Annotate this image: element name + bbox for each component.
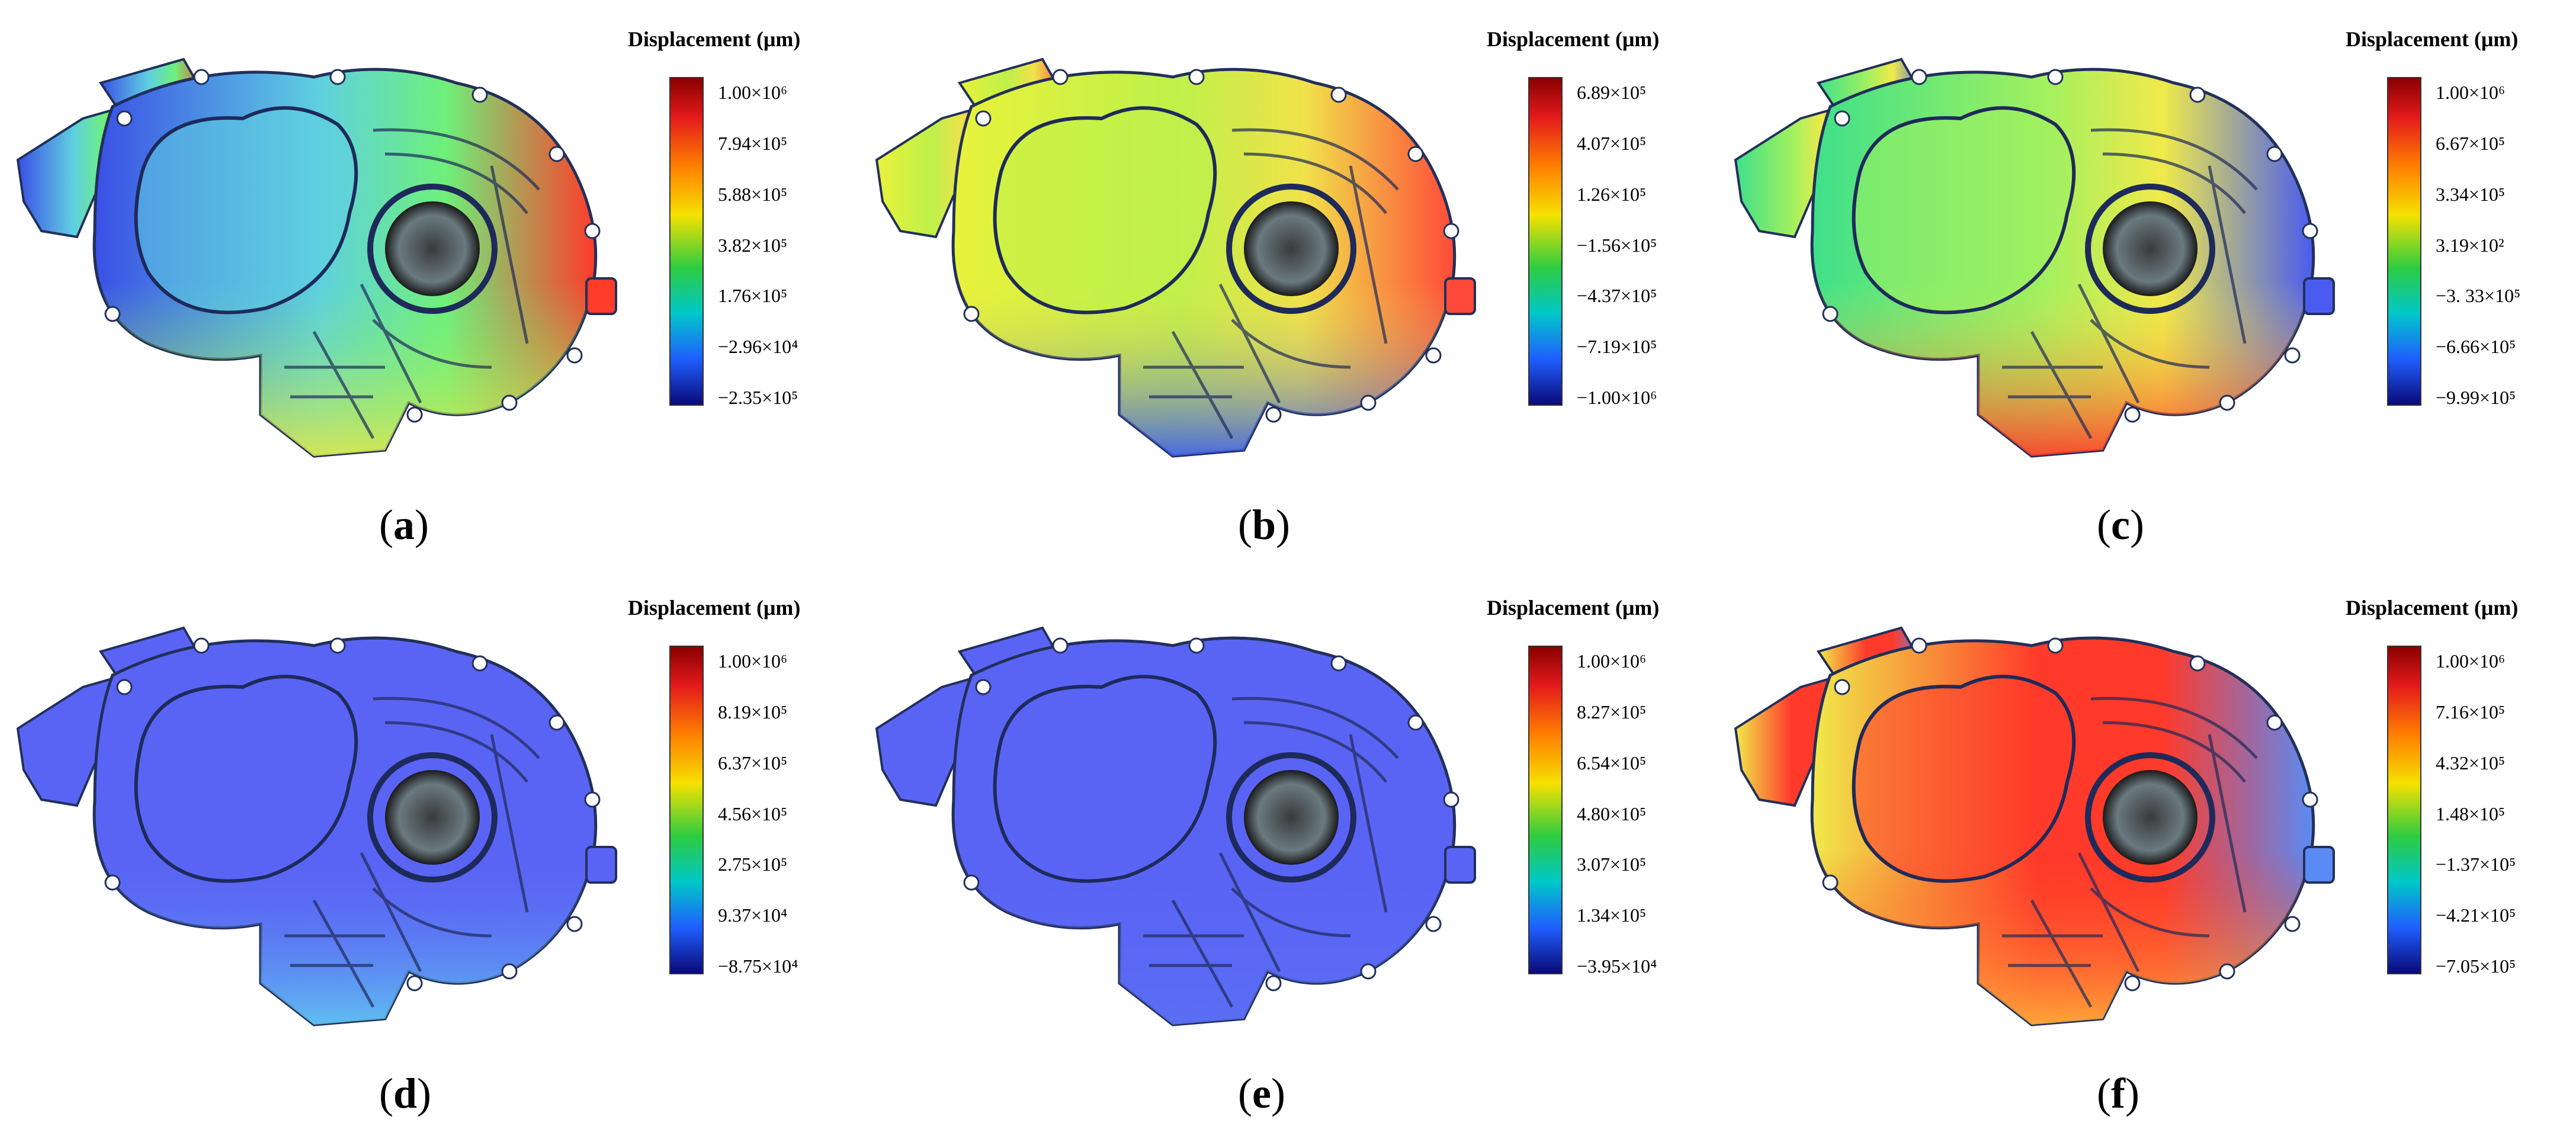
- panel-label: (e): [1238, 1070, 1285, 1117]
- colorbar-tick-label: −2.96×10⁴: [718, 336, 798, 358]
- colorbar-tick-label: 6.54×10⁵: [1577, 752, 1647, 774]
- colorbar-tick-label: 8.27×10⁵: [1577, 701, 1647, 723]
- colorbar-tick-label: 1.48×10⁵: [2436, 803, 2506, 824]
- colorbar-tick-label: −7.19×10⁵: [1577, 336, 1657, 358]
- colorbar-tick-label: 6.37×10⁵: [718, 752, 788, 774]
- colorbar: [669, 77, 704, 406]
- colorbar-tick-label: 1.26×10⁵: [1577, 183, 1647, 205]
- colorbar: [669, 646, 704, 974]
- colorbar-tick-label: −3.95×10⁴: [1577, 955, 1657, 977]
- colorbar-tick-label: −4.21×10⁵: [2436, 904, 2516, 926]
- colorbar-tick-label: 6.67×10⁵: [2436, 132, 2506, 154]
- panel-e: Displacement (μm) 1.00×10⁶ 8.27×10⁵ 6.54×10…: [859, 569, 1718, 1137]
- colorbar-tick-label: −1.37×10⁵: [2436, 854, 2516, 875]
- gearbox-housing-contour: [1734, 626, 2335, 1026]
- colorbar-tick-label: 3.19×10²: [2436, 234, 2504, 256]
- panel-letter: b: [1252, 501, 1276, 548]
- legend-title: Displacement (μm): [1487, 27, 1660, 51]
- colorbar-tick-label: −9.99×10⁵: [2436, 387, 2516, 408]
- colorbar-tick-label: −6.66×10⁵: [2436, 336, 2516, 358]
- colorbar-tick-label: 1.00×10⁶: [2436, 650, 2506, 672]
- gearbox-housing-contour: [1734, 57, 2335, 458]
- legend-title: Displacement (μm): [628, 27, 801, 51]
- panel-d: Displacement (μm) 1.00×10⁶ 8.19×10⁵ 6.37×10…: [0, 569, 859, 1137]
- colorbar-tick-label: 3.34×10⁵: [2436, 183, 2506, 205]
- panel-b: Displacement (μm) 6.89×10⁵ 4.07×10⁵ 1.26×10…: [859, 0, 1718, 569]
- colorbar-tick-label: 1.00×10⁶: [718, 82, 788, 103]
- colorbar-tick-label: 7.16×10⁵: [2436, 701, 2506, 723]
- colorbar-tick-label: −1.00×10⁶: [1577, 387, 1657, 408]
- colorbar-tick-label: 1.34×10⁵: [1577, 904, 1647, 926]
- colorbar-tick-label: 1.00×10⁶: [718, 650, 788, 672]
- panel-letter: a: [393, 501, 415, 548]
- colorbar-tick-label: 6.89×10⁵: [1577, 82, 1647, 103]
- panel-label: (f): [2097, 1070, 2139, 1117]
- colorbar: [2387, 77, 2421, 406]
- legend-title: Displacement (μm): [2346, 27, 2519, 51]
- panel-letter: e: [1252, 1070, 1271, 1117]
- panel-a: Displacement (μm) 1.00×10⁶ 7.94×10⁵ 5.88×10…: [0, 0, 859, 569]
- panel-label: (a): [379, 501, 429, 548]
- colorbar-tick-label: 4.80×10⁵: [1577, 803, 1647, 824]
- colorbar-tick-label: 2.75×10⁵: [718, 854, 788, 875]
- colorbar-tick-label: 4.07×10⁵: [1577, 132, 1647, 154]
- colorbar: [1528, 646, 1563, 974]
- panel-label: (d): [379, 1070, 432, 1117]
- panel-letter: d: [393, 1070, 418, 1117]
- gearbox-housing-contour: [16, 626, 617, 1026]
- colorbar-tick-label: −1.56×10⁵: [1577, 234, 1657, 256]
- gearbox-housing-contour: [875, 626, 1476, 1026]
- colorbar: [2387, 646, 2421, 974]
- colorbar-tick-label: 4.56×10⁵: [718, 803, 788, 824]
- gearbox-housing-contour: [875, 57, 1476, 458]
- colorbar-tick-label: 5.88×10⁵: [718, 183, 788, 205]
- colorbar-tick-label: 1.00×10⁶: [1577, 650, 1647, 672]
- colorbar-tick-label: −2.35×10⁵: [718, 387, 798, 408]
- colorbar-tick-label: 7.94×10⁵: [718, 132, 788, 154]
- panel-label: (b): [1238, 501, 1291, 548]
- colorbar-tick-label: 8.19×10⁵: [718, 701, 788, 723]
- colorbar-tick-label: 1.76×10⁵: [718, 285, 788, 307]
- colorbar: [1528, 77, 1563, 406]
- panel-letter: c: [2110, 501, 2130, 548]
- colorbar-tick-label: 9.37×10⁴: [718, 904, 788, 926]
- panel-letter: f: [2110, 1070, 2125, 1117]
- colorbar-tick-label: 1.00×10⁶: [2436, 82, 2506, 103]
- legend-title: Displacement (μm): [1487, 596, 1660, 620]
- panel-f: Displacement (μm) 1.00×10⁶ 7.16×10⁵ 4.32×10…: [1718, 569, 2576, 1137]
- colorbar-tick-label: −7.05×10⁵: [2436, 955, 2516, 977]
- colorbar-tick-label: −3. 33×10⁵: [2436, 285, 2521, 307]
- colorbar-tick-label: 4.32×10⁵: [2436, 752, 2506, 774]
- legend-title: Displacement (μm): [2346, 596, 2519, 620]
- colorbar-tick-label: 3.07×10⁵: [1577, 854, 1647, 875]
- colorbar-tick-label: −4.37×10⁵: [1577, 285, 1657, 307]
- colorbar-tick-label: 3.82×10⁵: [718, 234, 788, 256]
- colorbar-tick-label: −8.75×10⁴: [718, 955, 798, 977]
- panel-label: (c): [2097, 501, 2144, 548]
- panel-c: Displacement (μm) 1.00×10⁶ 6.67×10⁵ 3.34×10…: [1718, 0, 2576, 569]
- legend-title: Displacement (μm): [628, 596, 801, 620]
- gearbox-housing-contour: [16, 57, 617, 458]
